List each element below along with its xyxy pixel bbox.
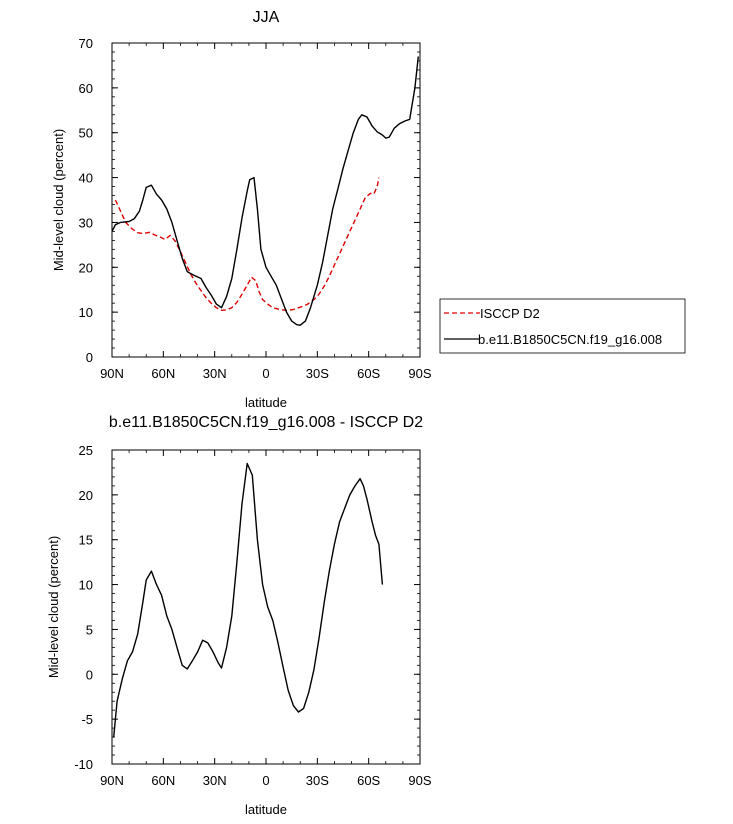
- bottom-series-lines: [113, 462, 384, 738]
- top-x-tick-label: 60N: [151, 366, 175, 381]
- bottom-x-tick-labels: 90N 60N 30N 0 30S 60S 90S: [100, 773, 432, 788]
- bottom-y-axis-label: Mid-level cloud (percent): [46, 536, 61, 678]
- top-chart-title: JJA: [253, 9, 280, 26]
- top-x-tick-labels: 90N 60N 30N 0 30S 60S 90S: [100, 366, 432, 381]
- bottom-x-axis-label: latitude: [245, 802, 287, 817]
- top-y-tick-label: 0: [86, 350, 93, 365]
- top-y-tick-label: 20: [79, 260, 93, 275]
- top-series-line-0: [114, 177, 380, 311]
- top-series-line-1: [111, 56, 419, 326]
- top-x-tick-label: 90S: [408, 366, 431, 381]
- bottom-x-tick-label: 30S: [306, 773, 329, 788]
- top-y-tick-label: 10: [79, 305, 93, 320]
- top-x-tick-label: 60S: [357, 366, 380, 381]
- top-y-tick-label: 30: [79, 215, 93, 230]
- legend-box: [439, 298, 686, 354]
- bottom-chart-title: b.e11.B1850C5CN.f19_g16.008 - ISCCP D2: [109, 414, 423, 431]
- bottom-plot-frame: [111, 449, 421, 765]
- bottom-x-tick-label: 30N: [203, 773, 227, 788]
- bottom-y-tick-label: -5: [81, 712, 93, 727]
- legend-label-model: b.e11.B1850C5CN.f19_g16.008: [478, 332, 662, 347]
- top-series-lines: [111, 56, 419, 326]
- top-x-tick-label: 0: [262, 366, 269, 381]
- bottom-x-tick-label: 60S: [357, 773, 380, 788]
- top-x-tick-label: 30N: [203, 366, 227, 381]
- bottom-x-tick-label: 90S: [408, 773, 431, 788]
- bottom-tick-marks: [111, 449, 421, 765]
- bottom-y-tick-label: 15: [79, 533, 93, 548]
- top-y-tick-labels: 0 10 20 30 40 50 60 70: [79, 36, 93, 365]
- top-y-tick-label: 40: [79, 171, 93, 186]
- top-y-tick-label: 50: [79, 126, 93, 141]
- bottom-y-tick-label: 20: [79, 488, 93, 503]
- bottom-x-tick-label: 0: [262, 773, 269, 788]
- bottom-y-tick-label: 10: [79, 578, 93, 593]
- top-y-axis-label: Mid-level cloud (percent): [51, 129, 66, 271]
- top-y-tick-label: 60: [79, 81, 93, 96]
- bottom-x-tick-label: 60N: [151, 773, 175, 788]
- bottom-series-line-0: [113, 462, 384, 738]
- top-x-tick-label: 90N: [100, 366, 124, 381]
- top-y-tick-label: 70: [79, 36, 93, 51]
- bottom-y-tick-labels: -10 -5 0 5 10 15 20 25: [74, 443, 93, 772]
- top-plot-frame: [111, 42, 421, 358]
- top-x-tick-label: 30S: [306, 366, 329, 381]
- legend-label-isccp: ISCCP D2: [480, 306, 540, 321]
- legend: ISCCP D2 b.e11.B1850C5CN.f19_g16.008: [439, 298, 686, 354]
- bottom-y-tick-label: 5: [86, 622, 93, 637]
- bottom-panel: b.e11.B1850C5CN.f19_g16.008 - ISCCP D2 9…: [46, 414, 432, 817]
- bottom-y-tick-label: 0: [86, 667, 93, 682]
- bottom-x-tick-label: 90N: [100, 773, 124, 788]
- top-panel: JJA 90N 60N 30N 0 30S 60S 90S 010203040506070 …: [51, 9, 686, 410]
- top-x-axis-label: latitude: [245, 395, 287, 410]
- bottom-y-tick-label: 25: [79, 443, 93, 458]
- bottom-y-tick-label: -10: [74, 757, 93, 772]
- top-tick-marks: [111, 42, 421, 358]
